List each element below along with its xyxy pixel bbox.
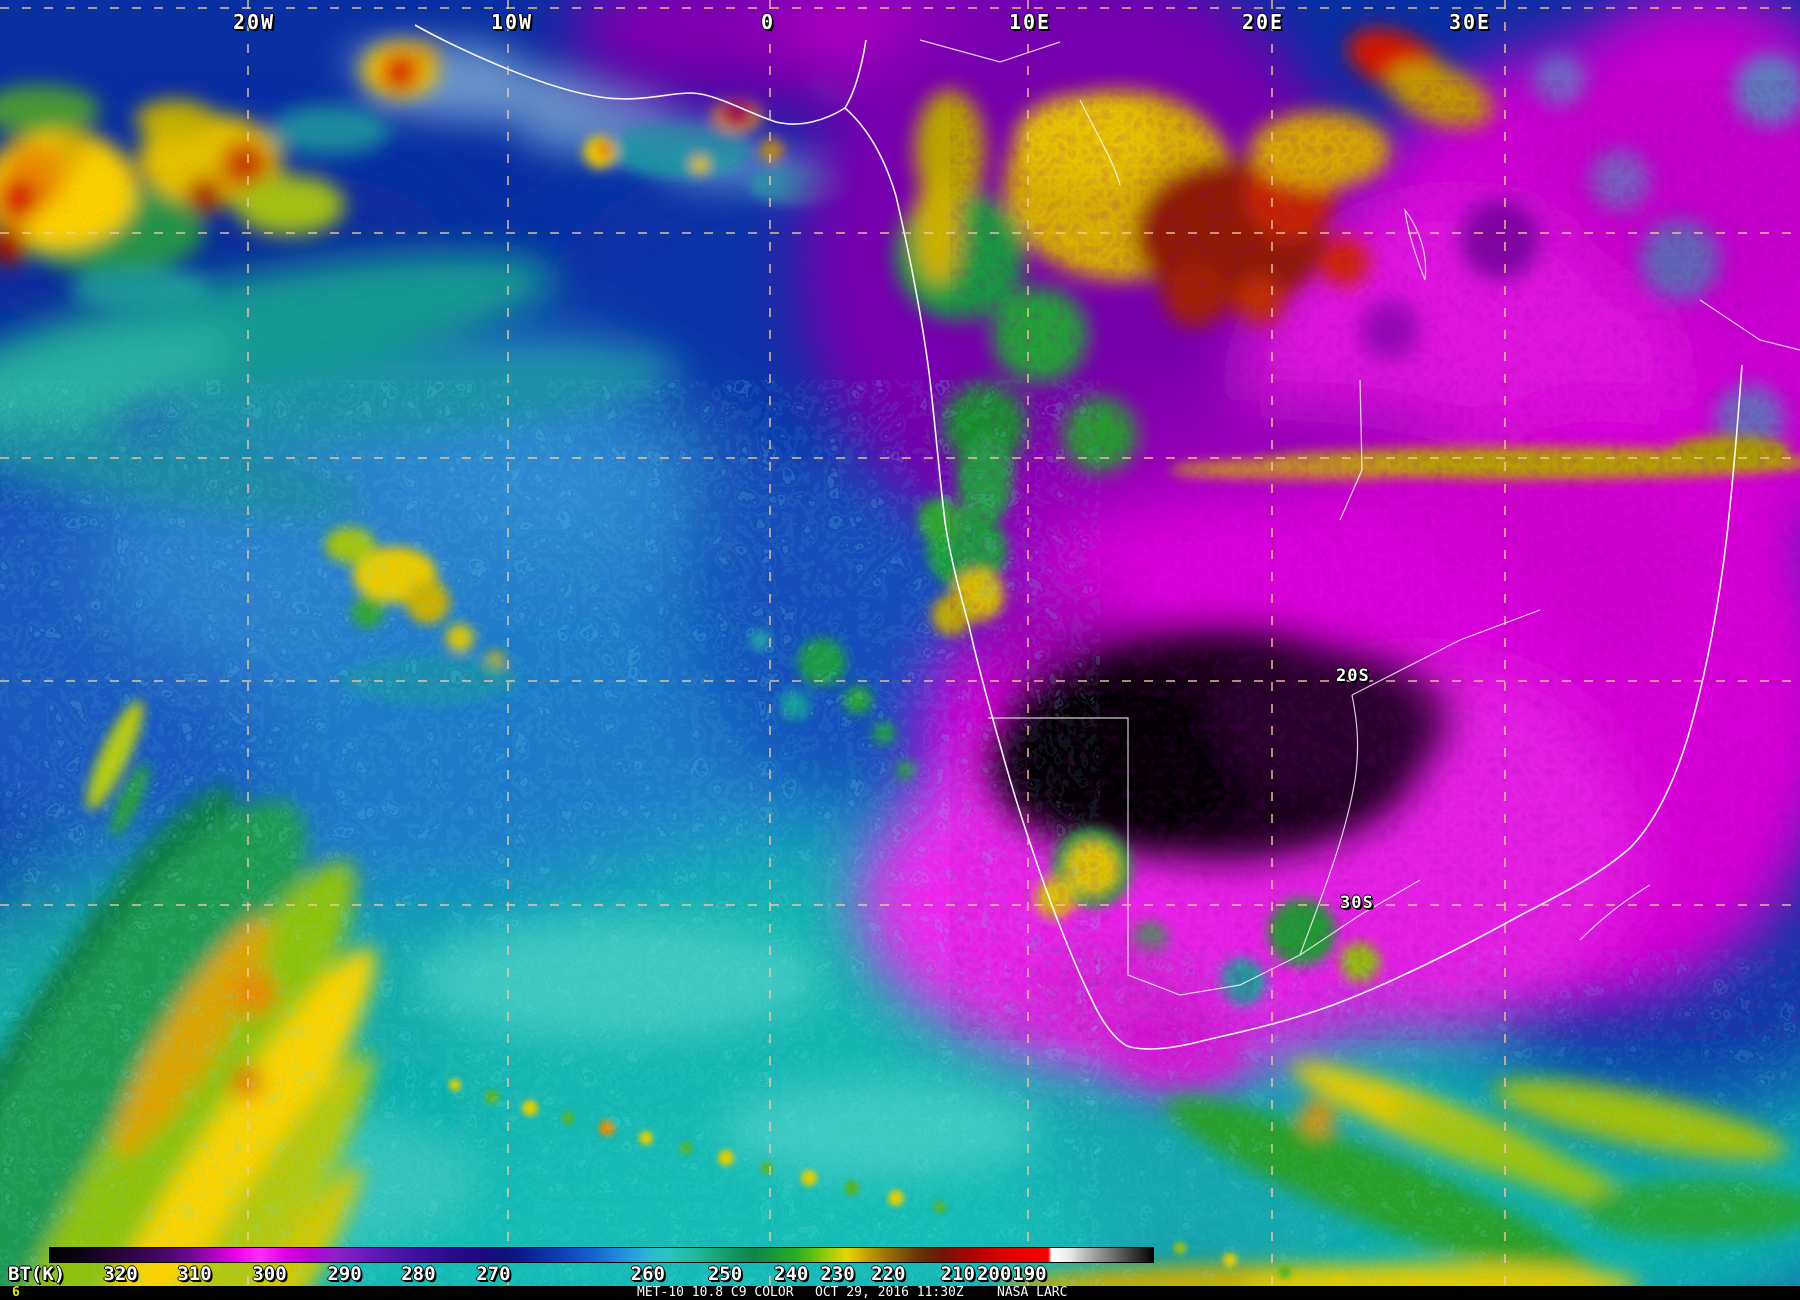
caption-product: MET-10 10.8 C9 COLOR	[637, 1285, 794, 1300]
caption-bar: 6 MET-10 10.8 C9 COLOR OCT 29, 2016 11:3…	[0, 1286, 1800, 1300]
colorbar-tick-320: 320	[103, 1263, 138, 1285]
colorbar-tick-200: 200	[976, 1263, 1012, 1285]
colorbar-tick-310: 310	[177, 1263, 212, 1285]
meridian-label-20w: 20W	[232, 10, 276, 34]
colorbar-tick-190: 190	[1012, 1263, 1047, 1285]
colorbar-tick-row: 320 310 300 290 280 270 260 250 240 230 220 210 200 1…	[50, 1263, 1153, 1285]
colorbar-tick-210: 210	[940, 1263, 975, 1285]
colorbar-tick-260: 260	[630, 1263, 665, 1285]
caption-credit: NASA LARC	[997, 1285, 1068, 1300]
parallel-label-30s: 30S	[1340, 893, 1374, 913]
colorbar	[49, 1247, 1154, 1263]
frame-number: 6	[12, 1285, 20, 1300]
meridian-label-10w: 10W	[490, 10, 534, 34]
colorbar-tick-220: 220	[871, 1263, 906, 1285]
meridian-label-20e: 20E	[1241, 10, 1285, 34]
colorbar-tick-270: 270	[476, 1263, 511, 1285]
colorbar-tick-250: 250	[707, 1263, 743, 1285]
colorbar-tick-300: 300	[252, 1263, 287, 1285]
meridian-label-10e: 10E	[1008, 10, 1052, 34]
colorbar-tick-230: 230	[820, 1263, 855, 1285]
colorbar-unit-label: BT(K)	[8, 1263, 66, 1285]
meridian-label-30e: 30E	[1448, 10, 1492, 34]
caption-datetime: OCT 29, 2016 11:30Z	[815, 1285, 964, 1300]
coastline-africa	[414, 24, 1743, 1050]
colorbar-tick-240: 240	[774, 1263, 809, 1285]
parallel-label-20s: 20S	[1336, 666, 1370, 686]
colorbar-tick-290: 290	[327, 1263, 362, 1285]
colorbar-tick-280: 280	[401, 1263, 436, 1285]
meridian-label-0: 0	[760, 10, 776, 34]
